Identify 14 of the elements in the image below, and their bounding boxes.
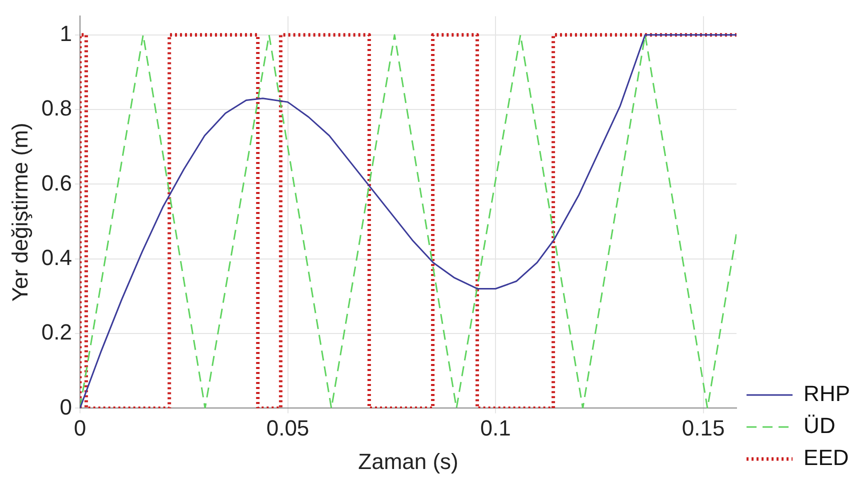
x-tick-label: 0.1 [480,415,511,440]
y-tick-label: 1 [60,20,72,46]
y-tick-label: 0.6 [41,170,72,196]
legend-label: RHP [804,381,850,406]
legend-label: EED [804,445,849,470]
y-tick-label: 0.8 [41,96,72,121]
x-tick-label: 0.15 [682,415,725,440]
y-axis-title: Yer değiştirme (m) [7,122,32,302]
y-tick-label: 0 [60,394,72,420]
y-tick-label: 0.2 [41,320,72,345]
y-tick-label: 0.4 [41,244,72,270]
x-axis-title: Zaman (s) [358,448,458,474]
legend-label: ÜD [804,413,836,438]
x-tick-label: 0.05 [266,415,310,440]
